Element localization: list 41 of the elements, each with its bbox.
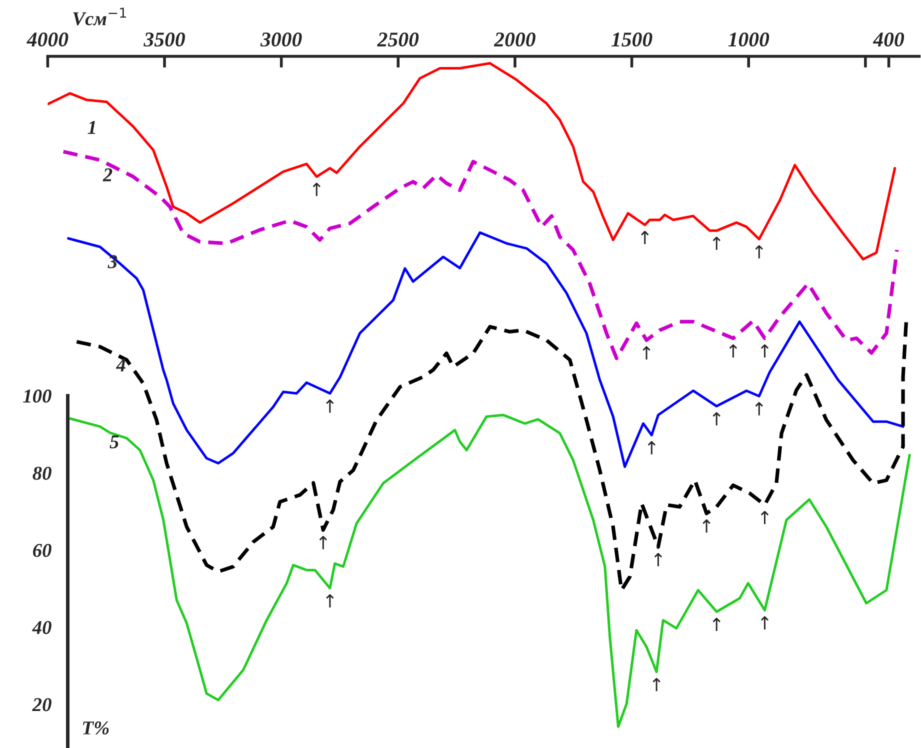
x-axis-title: Vсм$^{−1}$: [73, 8, 126, 26]
y-tick-label: 100: [23, 390, 52, 403]
annotation: ↑: [312, 182, 320, 196]
x-tick-label: 1000: [728, 32, 770, 47]
y-tick-label: 80: [32, 466, 52, 480]
y-tick-label: 20: [32, 698, 52, 712]
x-tick-label: 4000: [26, 32, 68, 47]
x-tick-label: 3000: [260, 32, 302, 47]
series-label: 3: [108, 255, 118, 268]
annotation: ↑: [319, 536, 328, 550]
annotation: ↑: [712, 236, 720, 250]
annotation: ↑: [648, 441, 656, 454]
x-tick-label: 2000: [494, 32, 536, 47]
annotation: ↑: [755, 402, 763, 416]
series-label: 4: [116, 358, 126, 372]
annotation: ↑: [326, 399, 334, 413]
x-tick-label: 3500: [144, 32, 185, 47]
annotation: ↑: [654, 552, 662, 566]
annotation: ↑: [760, 510, 769, 524]
annotation: ↑: [641, 230, 649, 244]
annotation: ↑: [760, 344, 769, 358]
annotation: ↑: [760, 616, 769, 630]
annotation: ↑: [702, 519, 710, 533]
x-tick-label: 1500: [611, 32, 652, 47]
x-tick-label: 2500: [377, 32, 419, 47]
y-tick-label: 40: [32, 620, 52, 634]
annotation: ↑: [755, 245, 763, 258]
series-label: 5: [110, 435, 119, 448]
annotation: ↑: [729, 344, 738, 358]
annotation: ↑: [712, 618, 720, 632]
annotation: ↑: [712, 412, 720, 426]
line-series: [62, 150, 899, 360]
line-series: [67, 231, 904, 468]
series-label: 2: [102, 168, 112, 182]
y-tick-label: 60: [33, 544, 52, 557]
annotation: ↑: [326, 594, 334, 608]
annotation: ↑: [642, 346, 650, 360]
annotation: ↑: [652, 678, 660, 692]
x-tick-label: 400: [872, 32, 904, 47]
y-axis-title: T%: [83, 721, 109, 735]
series-label: 1: [88, 120, 96, 134]
